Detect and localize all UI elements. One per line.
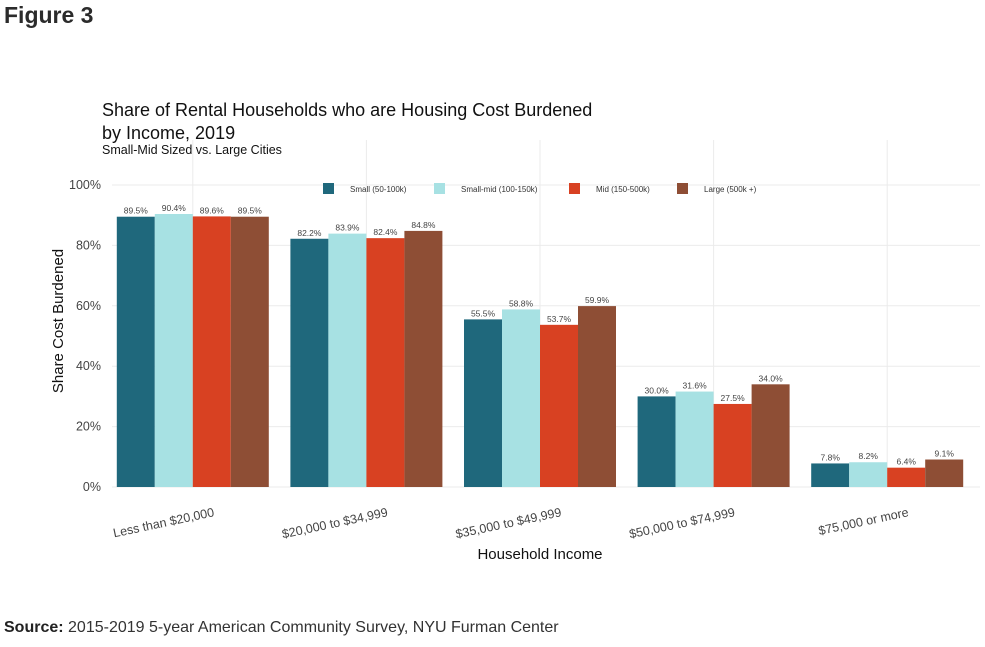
data-label: 30.0%: [645, 385, 670, 395]
data-labels: 89.5% 90.4% 89.6% 89.5% 82.2% 83.9% 82.4% 84.8%…: [124, 203, 955, 467]
bar: [502, 309, 540, 487]
bar: [849, 462, 888, 487]
legend-swatch: [434, 183, 445, 194]
data-label: 89.5%: [124, 206, 149, 216]
legend-swatch: [569, 183, 580, 194]
data-label: 90.4%: [162, 203, 187, 213]
y-tick-label: 80%: [76, 238, 101, 252]
legend: Small (50-100k) Small-mid (100-150k) Mid (…: [323, 183, 757, 194]
y-tick-label: 0%: [83, 480, 101, 494]
data-label: 83.9%: [335, 223, 360, 233]
bar: [404, 230, 443, 488]
bar: [540, 324, 578, 487]
data-label: 34.0%: [759, 373, 784, 383]
bar: [887, 467, 926, 487]
bar: [925, 459, 964, 487]
source-text: 2015-2019 5-year American Community Surv…: [68, 619, 559, 636]
bar: [464, 319, 502, 487]
bar: [192, 216, 231, 487]
y-tick-label: 20%: [76, 420, 101, 434]
data-label: 8.2%: [859, 451, 879, 461]
legend-label: Small-mid (100-150k): [461, 185, 538, 194]
x-tick-label: Less than $20,000: [112, 505, 216, 540]
data-label: 84.8%: [411, 220, 436, 230]
bar: [713, 403, 752, 487]
chart-title-line2: by Income, 2019: [102, 123, 235, 143]
bars: [116, 213, 964, 488]
data-label: 59.9%: [585, 295, 610, 305]
data-label: 82.2%: [297, 228, 322, 238]
bar: [675, 391, 714, 487]
y-tick-label: 60%: [76, 299, 101, 313]
x-axis-title: Household Income: [477, 546, 602, 563]
bar: [230, 216, 269, 487]
bar: [154, 213, 193, 487]
x-tick-label: $20,000 to $34,999: [281, 505, 389, 541]
y-axis-ticks: 0% 20% 40% 60% 80% 100%: [69, 178, 101, 494]
data-label: 89.6%: [200, 205, 225, 215]
data-label: 6.4%: [897, 457, 917, 467]
data-label: 82.4%: [373, 227, 398, 237]
data-label: 53.7%: [547, 314, 572, 324]
legend-swatch: [323, 183, 334, 194]
source-label: Source:: [4, 619, 64, 636]
source-note: Source: 2015-2019 5-year American Commun…: [4, 619, 559, 637]
legend-label: Large (500k +): [704, 185, 757, 194]
data-label: 31.6%: [683, 381, 708, 391]
bar: [328, 233, 367, 487]
data-label: 27.5%: [721, 393, 746, 403]
bar: [578, 306, 616, 487]
y-axis-title: Share Cost Burdened: [50, 249, 67, 393]
legend-swatch: [677, 183, 688, 194]
bar: [290, 238, 329, 487]
legend-label: Small (50-100k): [350, 185, 407, 194]
bar: [366, 238, 405, 487]
x-tick-label: $75,000 or more: [817, 505, 910, 538]
bar: [751, 384, 790, 487]
data-label: 55.5%: [471, 308, 496, 318]
data-label: 89.5%: [238, 206, 263, 216]
data-label: 58.8%: [509, 298, 534, 308]
y-tick-label: 40%: [76, 359, 101, 373]
bar-chart: Share of Rental Households who are Housi…: [50, 100, 980, 563]
x-tick-label: $50,000 to $74,999: [628, 505, 736, 541]
x-tick-label: $35,000 to $49,999: [454, 505, 562, 541]
y-tick-label: 100%: [69, 178, 101, 192]
figure-label: Figure 3: [4, 2, 94, 28]
bar: [116, 216, 155, 487]
chart-subtitle: Small-Mid Sized vs. Large Cities: [102, 143, 282, 157]
bar: [637, 396, 676, 487]
data-label: 9.1%: [935, 449, 955, 459]
chart-title-line1: Share of Rental Households who are Housi…: [102, 100, 592, 120]
x-axis-ticks: Less than $20,000 $20,000 to $34,999 $35,0…: [112, 505, 910, 541]
bar: [811, 463, 850, 487]
legend-label: Mid (150-500k): [596, 185, 650, 194]
data-label: 7.8%: [821, 452, 841, 462]
